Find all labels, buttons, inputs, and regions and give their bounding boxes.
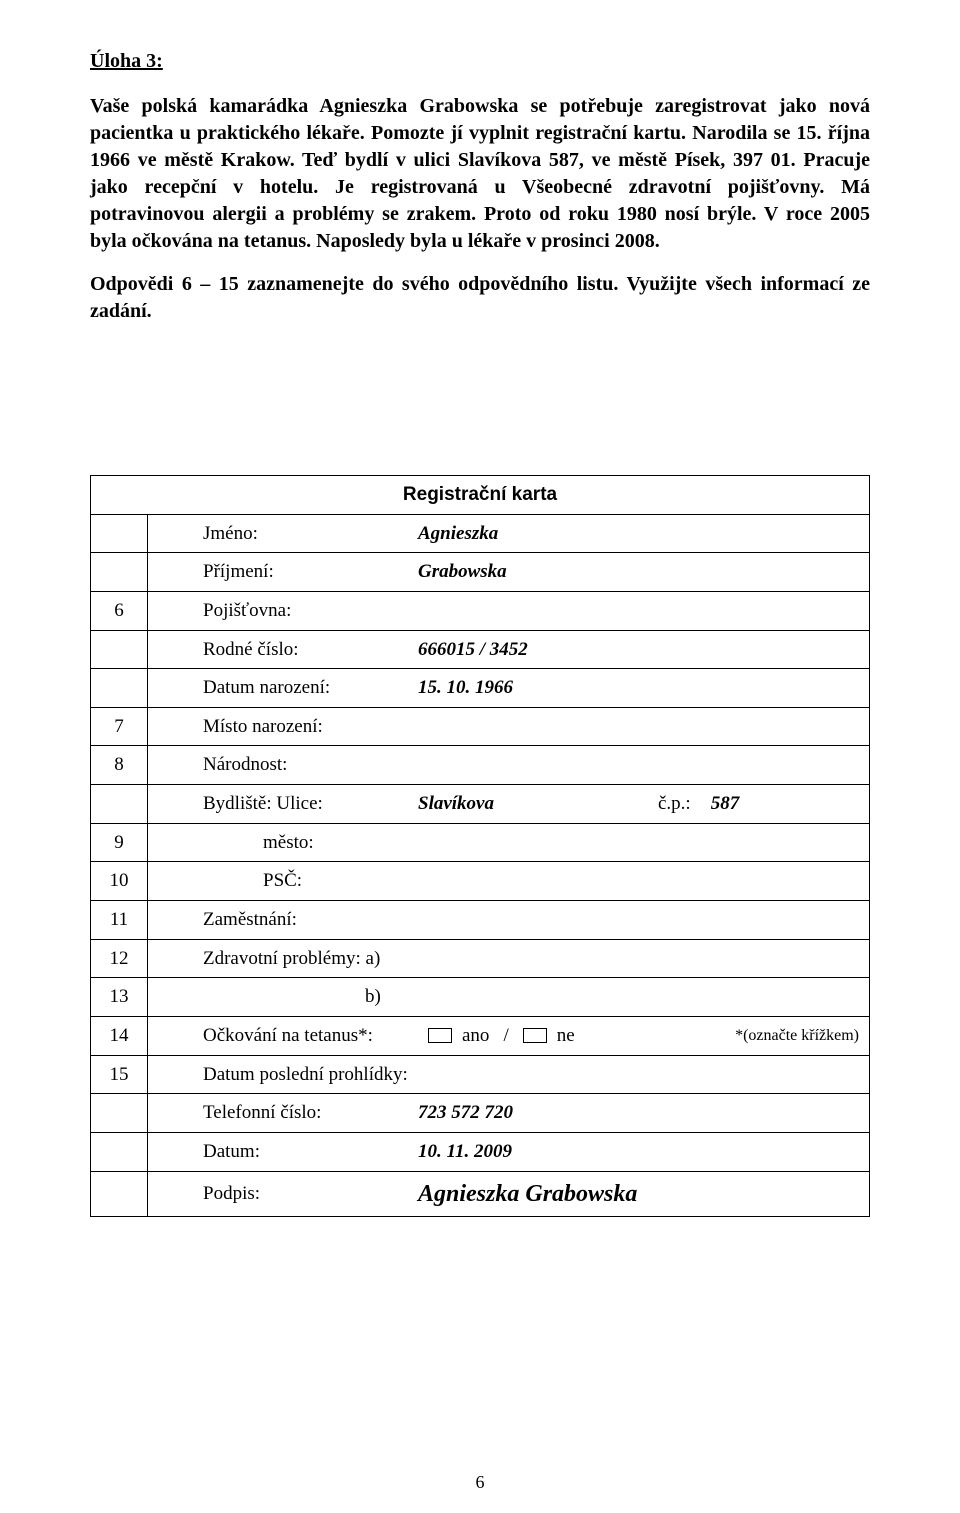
row-num-empty [91, 669, 148, 708]
label-pojistovna: Pojišťovna: [158, 600, 291, 621]
row-num-6: 6 [91, 591, 148, 630]
row-num-empty [91, 1132, 148, 1171]
label-cp: č.p.: [658, 791, 691, 817]
value-datum: 10. 11. 2009 [418, 1139, 512, 1165]
value-podpis: Agnieszka Grabowska [418, 1178, 637, 1210]
answers-note: Odpovědi 6 – 15 zaznamenejte do svého od… [90, 271, 870, 325]
label-rodne-cislo: Rodné číslo: [158, 637, 418, 663]
value-datum-narozeni: 15. 10. 1966 [418, 675, 513, 701]
row-num-empty [91, 514, 148, 553]
value-cp: 587 [711, 791, 740, 817]
label-prijmeni: Příjmení: [158, 559, 418, 585]
spacer [90, 325, 870, 475]
row-num-7: 7 [91, 707, 148, 746]
row-num-empty [91, 553, 148, 592]
label-oznacte: *(označte křížkem) [735, 1025, 859, 1047]
label-datum-narozeni: Datum narození: [158, 675, 418, 701]
page-number: 6 [0, 1472, 960, 1493]
label-mesto: město: [158, 832, 314, 853]
label-bydliste-ulice: Bydliště: Ulice: [158, 791, 418, 817]
row-num-15: 15 [91, 1055, 148, 1094]
row-num-9: 9 [91, 823, 148, 862]
label-datum-prohlidky: Datum poslední prohlídky: [158, 1064, 408, 1085]
row-num-14: 14 [91, 1016, 148, 1055]
checkbox-ano[interactable] [428, 1028, 452, 1043]
row-num-empty [91, 630, 148, 669]
task-heading: Úloha 3: [90, 50, 870, 73]
row-num-13: 13 [91, 978, 148, 1017]
label-zamestnani: Zaměstnání: [158, 909, 297, 930]
registration-card: Registrační karta Jméno: Agnieszka Příjm… [90, 475, 870, 1217]
label-narodnost: Národnost: [158, 754, 287, 775]
label-ano: ano [462, 1023, 489, 1049]
task-body: Vaše polská kamarádka Agnieszka Grabowsk… [90, 93, 870, 255]
row-num-11: 11 [91, 901, 148, 940]
label-slash: / [489, 1023, 522, 1049]
label-ockovani: Očkování na tetanus*: [158, 1023, 428, 1049]
row-num-8: 8 [91, 746, 148, 785]
card-title: Registrační karta [91, 476, 870, 515]
row-num-empty [91, 785, 148, 824]
label-jmeno: Jméno: [158, 521, 418, 547]
value-telefon: 723 572 720 [418, 1100, 513, 1126]
label-zdrav-b: b) [158, 984, 381, 1010]
row-num-12: 12 [91, 939, 148, 978]
row-num-empty [91, 1171, 148, 1216]
label-datum: Datum: [158, 1139, 418, 1165]
row-num-10: 10 [91, 862, 148, 901]
value-ulice: Slavíkova [418, 791, 658, 817]
label-psc: PSČ: [158, 870, 302, 891]
value-prijmeni: Grabowska [418, 559, 507, 585]
label-telefon: Telefonní číslo: [158, 1100, 418, 1126]
row-num-empty [91, 1094, 148, 1133]
value-jmeno: Agnieszka [418, 521, 498, 547]
value-rodne-cislo: 666015 / 3452 [418, 637, 528, 663]
label-zdrav-a: Zdravotní problémy: a) [158, 948, 380, 969]
label-podpis: Podpis: [158, 1181, 418, 1207]
label-ne: ne [557, 1023, 575, 1049]
label-misto-narozeni: Místo narození: [158, 716, 323, 737]
checkbox-ne[interactable] [523, 1028, 547, 1043]
